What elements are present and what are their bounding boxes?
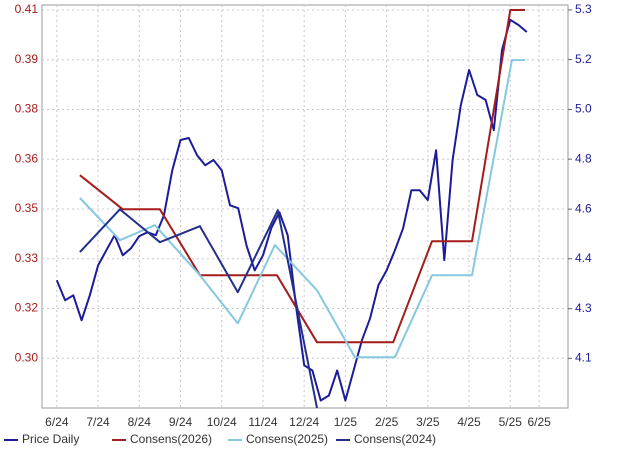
x-tick-label: 8/24 bbox=[128, 415, 152, 429]
x-tick-label: 5/25 bbox=[499, 415, 523, 429]
y-tick-label: 0.35 bbox=[15, 201, 39, 215]
y-tick-label: 0.36 bbox=[15, 151, 39, 165]
y2-tick-label: 4.1 bbox=[575, 351, 592, 365]
series-line bbox=[79, 59, 526, 359]
legend-label: Price Daily bbox=[22, 432, 79, 446]
x-tick-label: 12/24 bbox=[289, 415, 319, 429]
y-tick-label: 0.38 bbox=[15, 102, 39, 116]
y-tick-label: 0.33 bbox=[15, 251, 39, 265]
y2-tick-label: 4.3 bbox=[575, 301, 592, 315]
y-tick-label: 0.30 bbox=[15, 350, 39, 364]
x-tick-label: 6/24 bbox=[45, 415, 69, 429]
y2-tick-label: 5.3 bbox=[575, 2, 592, 16]
x-tick-label: 6/25 bbox=[527, 415, 551, 429]
legend-label: Consens(2025) bbox=[246, 432, 328, 446]
y2-tick-label: 4.4 bbox=[575, 251, 592, 265]
x-tick-label: 11/24 bbox=[248, 415, 277, 429]
y2-tick-label: 5.2 bbox=[575, 52, 592, 66]
x-tick-label: 10/24 bbox=[207, 415, 237, 429]
y2-tick-label: 4.6 bbox=[575, 201, 592, 215]
x-tick-label: 4/25 bbox=[457, 415, 481, 429]
series-line bbox=[55, 18, 528, 402]
y-tick-label: 0.39 bbox=[15, 52, 39, 66]
x-tick-label: 3/25 bbox=[416, 415, 440, 429]
y-tick-label: 0.32 bbox=[15, 301, 39, 315]
x-tick-label: 2/25 bbox=[375, 415, 399, 429]
legend-label: Consens(2026) bbox=[130, 432, 212, 446]
x-tick-label: 9/24 bbox=[169, 415, 193, 429]
legend-label: Consens(2024) bbox=[354, 432, 436, 446]
y2-tick-label: 4.8 bbox=[575, 151, 592, 165]
y2-tick-label: 5.0 bbox=[575, 102, 592, 116]
plot-frame bbox=[41, 4, 569, 409]
x-tick-label: 1/25 bbox=[334, 415, 358, 429]
y-tick-label: 0.41 bbox=[15, 2, 39, 16]
series-line bbox=[79, 9, 526, 344]
x-tick-label: 7/24 bbox=[86, 415, 110, 429]
series-line bbox=[79, 208, 318, 409]
